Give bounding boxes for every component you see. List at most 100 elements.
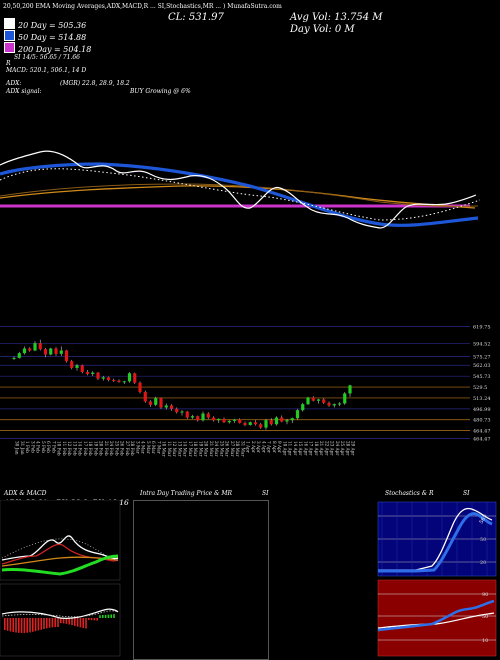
mgr-label: (MGR) 22.8, 28.9, 18.2 xyxy=(60,80,130,87)
macd-histogram-bar xyxy=(96,618,98,621)
macd-histogram-bar xyxy=(74,618,76,626)
macd-histogram-bar xyxy=(85,618,87,629)
macd-histogram-bar xyxy=(9,618,12,632)
stochastics-panel: 80 50 20 56 90 50 10 xyxy=(377,501,497,657)
intraday-panel xyxy=(133,500,269,660)
candle-body xyxy=(138,382,142,393)
date-tick-label: 14 Feb xyxy=(78,441,83,456)
macd-histogram-bar xyxy=(93,618,96,621)
date-tick-label: 20 Feb xyxy=(99,441,104,456)
price-tick-label: 562.03 xyxy=(473,363,491,369)
stoch-value-tag: 56 xyxy=(479,516,487,525)
candle-body xyxy=(175,408,179,413)
candle-body xyxy=(222,418,226,423)
date-tick-label: 27 Feb xyxy=(125,441,130,456)
macd-histogram-bar xyxy=(110,614,112,618)
ema200-swatch xyxy=(4,42,15,53)
candle-body xyxy=(49,348,53,355)
macd-label: MACD: 520.1, 506.1, 14 D xyxy=(6,67,87,74)
date-tick-label: 18 Feb xyxy=(88,441,93,456)
date-tick-label: 21 Apr xyxy=(319,441,324,455)
macd-histogram-bar xyxy=(82,618,84,628)
si-level-10: 10 xyxy=(482,638,488,644)
date-tick-label: 18 Apr xyxy=(314,441,319,455)
candle-body xyxy=(154,398,158,405)
macd-histogram-bar xyxy=(65,618,68,624)
candle-body xyxy=(43,349,48,355)
date-tick-label: 7 Feb xyxy=(51,441,56,453)
macd-histogram-bar xyxy=(34,618,37,632)
candle-body xyxy=(122,381,126,383)
date-tick-label: 6 Feb xyxy=(46,441,51,453)
date-tick-label: 10 Feb xyxy=(57,441,62,456)
macd-histogram-bar xyxy=(4,618,6,630)
price-tick-label: 480.73 xyxy=(473,418,491,424)
candle-body xyxy=(59,350,63,354)
date-tick-label: 17 Mar xyxy=(188,441,193,456)
macd-histogram-bar xyxy=(60,618,62,624)
date-tick-label: 1 Feb xyxy=(25,441,30,453)
date-tick-label: 16 Apr xyxy=(303,441,308,455)
avg-volume-label: Avg Vol: 13.754 M xyxy=(290,12,383,23)
adx-panel-title: ADX & MACD xyxy=(4,490,47,497)
ema20-swatch xyxy=(4,18,15,29)
si-blue-line xyxy=(377,599,495,632)
candle-body xyxy=(28,348,32,351)
price-tick-label: 575.27 xyxy=(473,354,491,360)
date-tick-label: 11 Mar xyxy=(167,441,172,456)
date-tick-label: 5 Feb xyxy=(41,441,46,453)
candle-body xyxy=(164,405,168,408)
macd-histogram-bar xyxy=(20,618,23,633)
price-tick-label: 513.24 xyxy=(473,396,491,402)
candle-body xyxy=(274,417,279,425)
candle-body xyxy=(185,411,189,418)
date-tick-label: 14 Apr xyxy=(293,441,298,455)
macd-histogram-bar xyxy=(23,618,26,633)
indicator-topline: 20,50,200 EMA Moving Averages,ADX,MACD,R… xyxy=(3,3,282,10)
ema20-line xyxy=(0,150,477,229)
candle-body xyxy=(306,397,310,405)
candle-body xyxy=(259,424,263,428)
date-tick-label: 13 Mar xyxy=(177,441,182,456)
price-tick-label: 464.47 xyxy=(473,429,491,435)
candle-body xyxy=(206,413,210,418)
date-tick-label: 11 Feb xyxy=(62,441,67,456)
date-tick-label: 4 Mar xyxy=(141,441,146,454)
price-tick-label: 545.73 xyxy=(473,374,491,380)
date-tick-label: 10 Apr xyxy=(282,441,287,455)
date-tick-label: 12 Mar xyxy=(172,441,177,456)
macd-histogram-bar xyxy=(76,618,79,627)
date-tick-label: 10 Mar xyxy=(162,441,167,456)
candle-body xyxy=(248,422,252,425)
candle-body xyxy=(143,392,147,402)
si-label: SI 14/5: 56.65 / 71.66 xyxy=(14,54,80,61)
date-tick-label: 4 Apr xyxy=(261,441,266,453)
macd-histogram-bar xyxy=(48,618,51,628)
ema50-label: 50 Day = 514.88 xyxy=(18,33,87,42)
macd-histogram-bar xyxy=(54,618,56,628)
price-axis: 619.75 594.52 575.27 562.03 545.73 529.5 513.2… xyxy=(473,325,491,443)
candle-body xyxy=(337,403,342,405)
candle-body xyxy=(322,399,326,403)
date-tick-label: 3 Feb xyxy=(30,441,35,453)
candle-body xyxy=(80,365,84,372)
date-tick-label: 4 Feb xyxy=(36,441,41,453)
date-tick-label: 19 Mar xyxy=(198,441,203,456)
date-tick-label: 24 Apr xyxy=(335,441,340,455)
date-tick-label: 1 Apr xyxy=(246,441,251,453)
macd-histogram-bar xyxy=(32,618,34,632)
candles-group xyxy=(12,339,352,430)
macd-histogram xyxy=(4,614,115,633)
candle-body xyxy=(190,416,195,418)
stoch-si-label: SI xyxy=(463,490,470,497)
candle-body xyxy=(159,398,163,408)
date-tick-label: 25 Feb xyxy=(114,441,119,456)
candle-body xyxy=(295,410,300,419)
candle-body xyxy=(201,413,205,421)
date-tick-label: 19 Feb xyxy=(93,441,98,456)
candlestick-chart: 619.75 594.52 575.27 562.03 545.73 529.5 513.2… xyxy=(0,325,491,456)
candle-body xyxy=(117,380,121,383)
si-white-line xyxy=(377,612,495,629)
si-level-50: 50 xyxy=(482,614,488,620)
date-tick-label: 31 Jan xyxy=(20,441,25,455)
